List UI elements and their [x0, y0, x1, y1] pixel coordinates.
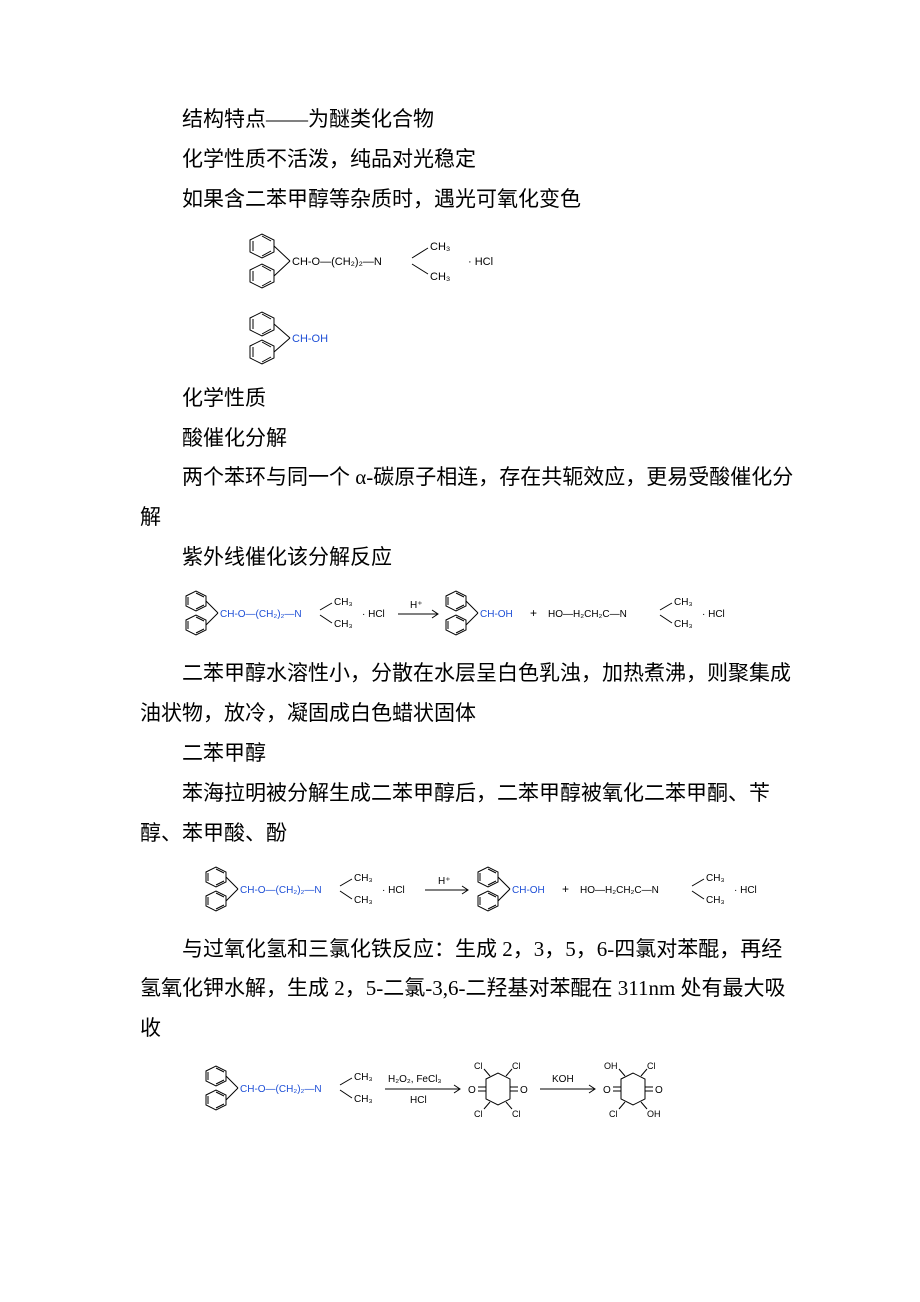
plus-sign: +	[562, 882, 569, 896]
formula-text: CH-OH	[512, 885, 545, 896]
o-label: O	[468, 1085, 476, 1096]
formula-text: CH-O—(CH₂)₂—N	[240, 1084, 322, 1095]
ch3-label: CH₃	[334, 619, 353, 630]
chem-figure-3: CH-O—(CH₂)₂—N CH₃ CH₃ · HCl H⁺	[180, 586, 800, 646]
paragraph: 化学性质不活泼，纯品对光稳定	[140, 140, 800, 180]
cl-label: Cl	[647, 1061, 656, 1071]
arrow-label: KOH	[552, 1074, 574, 1085]
plus-sign: +	[530, 606, 537, 620]
o-label: O	[520, 1085, 528, 1096]
cl-label: Cl	[474, 1109, 483, 1119]
chem-figure-5: CH-O—(CH₂)₂—N CH₃ CH₃ H₂O₂, FeCl₃ HCl O	[200, 1057, 800, 1127]
ch3-label: CH₃	[354, 873, 373, 884]
arrow-label: H₂O₂, FeCl₃	[388, 1074, 442, 1085]
formula-text: CH-O—(CH₂)₂—N	[220, 609, 302, 620]
cl-label: Cl	[474, 1061, 483, 1071]
cl-label: Cl	[512, 1109, 521, 1119]
arrow-label: HCl	[410, 1095, 427, 1106]
ch3-label: CH₃	[706, 873, 725, 884]
paragraph: 酸催化分解	[140, 419, 800, 459]
chem-figure-2: CH-OH	[240, 306, 800, 371]
hcl-label: · HCl	[468, 256, 493, 268]
ch3-label: CH₃	[354, 1094, 373, 1105]
formula-text: CH-O—(CH₂)₂—N	[292, 256, 382, 268]
cl-label: Cl	[609, 1109, 618, 1119]
chem-figure-1: CH-O—(CH₂)₂—N CH₃ CH₃ · HCl	[240, 228, 800, 298]
hcl-label: · HCl	[734, 885, 757, 896]
hcl-label: · HCl	[702, 609, 725, 620]
ch3-label: CH₃	[354, 1072, 373, 1083]
formula-text: HO—H₂CH₂C—N	[548, 609, 627, 620]
paragraph: 两个苯环与同一个 α-碳原子相连，存在共轭效应，更易受酸催化分解	[140, 458, 800, 538]
paragraph: 二苯甲醇水溶性小，分散在水层呈白色乳浊，加热煮沸，则聚集成油状物，放冷，凝固成白…	[140, 654, 800, 734]
oh-label: OH	[647, 1109, 661, 1119]
cl-label: Cl	[512, 1061, 521, 1071]
ch3-label: CH₃	[334, 597, 353, 608]
svg-text:CH-O—(CH₂)₂—N: CH-O—(CH₂)₂—N	[220, 609, 302, 620]
paragraph: 苯海拉明被分解生成二苯甲醇后，二苯甲醇被氧化二苯甲酮、苄醇、苯甲酸、酚	[140, 774, 800, 854]
arrow-label: H⁺	[410, 600, 423, 611]
ch3-label: CH₃	[674, 597, 693, 608]
formula-text: CH-O—(CH₂)₂—N	[240, 885, 322, 896]
paragraph: 二苯甲醇	[140, 734, 800, 774]
paragraph: 与过氧化氢和三氯化铁反应：生成 2，3，5，6-四氯对苯醌，再经氢氧化钾水解，生…	[140, 930, 800, 1050]
ch3-label: CH₃	[706, 895, 725, 906]
oh-label: OH	[604, 1061, 618, 1071]
hcl-label: · HCl	[362, 609, 385, 620]
o-label: O	[603, 1085, 611, 1096]
ch3-label: CH₃	[674, 619, 693, 630]
chem-figure-4: CH-O—(CH₂)₂—N CH₃ CH₃ · HCl H⁺ CH-OH	[200, 862, 800, 922]
arrow-label: H⁺	[438, 876, 451, 887]
svg-text:CH-O—(CH₂)₂—N: CH-O—(CH₂)₂—N	[240, 1084, 322, 1095]
formula-text: CH-OH	[480, 609, 513, 620]
paragraph: 化学性质	[140, 379, 800, 419]
o-label: O	[655, 1085, 663, 1096]
paragraph: 结构特点——为醚类化合物	[140, 100, 800, 140]
paragraph: 紫外线催化该分解反应	[140, 538, 800, 578]
svg-text:CH-O—(CH₂)₂—N: CH-O—(CH₂)₂—N	[240, 885, 322, 896]
ch3-label: CH₃	[430, 271, 450, 283]
ch3-label: CH₃	[430, 241, 450, 253]
formula-text: HO—H₂CH₂C—N	[580, 885, 659, 896]
ch3-label: CH₃	[354, 895, 373, 906]
hcl-label: · HCl	[382, 885, 405, 896]
formula-text: CH-OH	[292, 333, 328, 345]
paragraph: 如果含二苯甲醇等杂质时，遇光可氧化变色	[140, 180, 800, 220]
